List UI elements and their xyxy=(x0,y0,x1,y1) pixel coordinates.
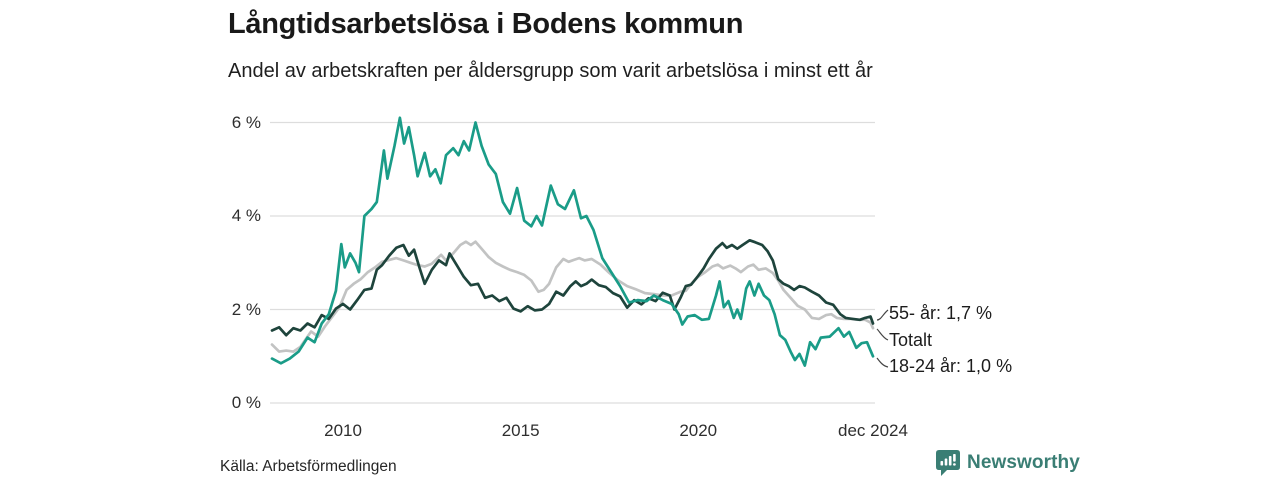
series-label-total: Totalt xyxy=(889,330,933,350)
series-line-18-24-r xyxy=(270,116,875,367)
connector-total-line xyxy=(876,328,889,341)
y-tick-label: 0 % xyxy=(231,393,261,412)
bar-chart-speech-bubble-icon xyxy=(936,450,960,476)
x-tick-label: 2020 xyxy=(679,421,718,440)
x-tick-label: 2010 xyxy=(324,421,362,440)
source-note: Källa: Arbetsförmedlingen xyxy=(220,458,397,475)
speech-bubble-shape xyxy=(936,450,960,476)
series-line-totalt xyxy=(270,240,875,353)
y-tick-label: 4 % xyxy=(231,206,261,225)
y-tick-label: 2 % xyxy=(231,299,261,319)
label-connector-lines xyxy=(876,309,889,368)
series-label-55-plus: 55- år: 1,7 % xyxy=(889,303,993,323)
x-tick-label: 2015 xyxy=(501,421,540,440)
newsworthy-brand-text: Newsworthy xyxy=(967,452,1080,473)
page-title: Långtidsarbetslösa i Bodens kommun xyxy=(228,8,744,40)
bar-chart-glyph xyxy=(940,454,956,466)
series-label-18-24: 18-24 år: 1,0 % xyxy=(889,356,1013,376)
connector-18-24-line xyxy=(876,357,889,368)
series-line-55-r xyxy=(270,238,875,337)
data-series-lines xyxy=(270,116,875,367)
connector-55-line xyxy=(876,309,889,321)
newsworthy-logo: Newsworthy xyxy=(936,450,1080,476)
y-tick-label: 6 % xyxy=(231,112,261,132)
x-tick-label: dec 2024 xyxy=(838,421,908,440)
chart-subtitle: Andel av arbetskraften per åldersgrupp s… xyxy=(228,60,873,82)
